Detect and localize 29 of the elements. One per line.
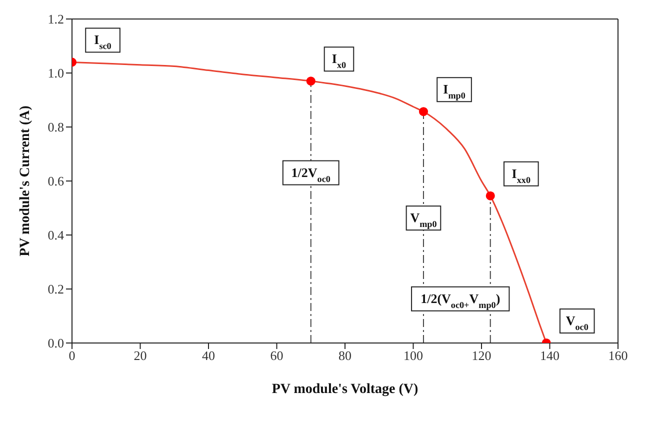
x-tick-label: 60 [270,348,284,364]
y-tick-label: 1.2 [48,12,64,27]
y-tick-label: 0.2 [48,282,64,297]
x-tick-label: 140 [540,348,560,364]
x-tick-label: 0 [68,348,76,364]
x-tick-label: 80 [338,348,352,364]
y-tick-label: 1.0 [48,66,64,81]
y-tick-label: 0.8 [48,120,64,135]
annotation: I$_{xx0}$ [512,166,531,185]
point [306,76,316,86]
y-tick-label: 0.4 [48,228,64,243]
x-axis-title: PV module's Voltage (V) [272,382,419,397]
x-tick-label: 40 [202,348,215,364]
y-tick-label: 0.0 [48,336,64,351]
ref-line-label: 1/2V$_{oc0}$ [291,164,331,184]
x-tick-label: 20 [134,348,147,364]
x-tick-label: 100 [404,348,423,364]
annotation: I$_{sc0}$ [94,32,112,52]
y-axis-title: PV module's Current (A) [18,105,33,256]
ref-line-label: V$_{mp0}$ [410,210,438,230]
annotation: I$_{x0}$ [332,51,347,70]
x-tick-label: 120 [472,348,492,364]
point [486,191,495,200]
ref-line-label: 1/2(V$_{oc0+}$V$_{mp0}$) [420,290,500,310]
annotation: V$_{oc0}$ [566,313,589,332]
y-tick-label: 0.6 [48,174,64,189]
point [418,107,428,116]
x-tick-label: 160 [608,348,628,364]
annotation: I$_{mp0}$ [443,82,466,101]
